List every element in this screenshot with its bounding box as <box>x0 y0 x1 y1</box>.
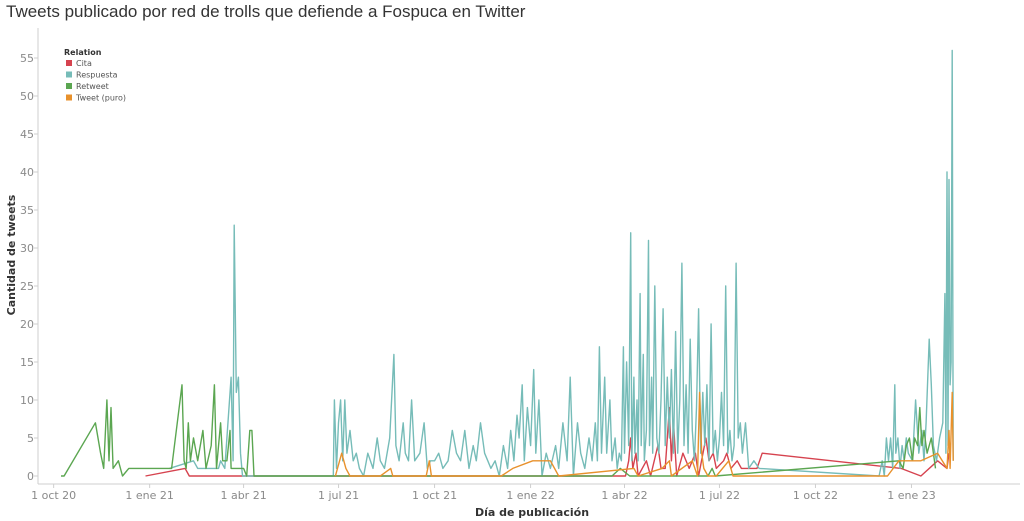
x-tick-label: 1 jul 21 <box>318 489 359 502</box>
legend-swatch <box>66 60 72 66</box>
x-axis-ticks: 1 oct 20 1 ene 21 1 abr 21 1 jul 21 1 oct 21… <box>31 484 936 502</box>
legend: Relation Cita Respuesta Retweet Tweet (puro) <box>64 48 126 103</box>
series-line-retweet <box>61 384 937 477</box>
x-tick-label: 1 ene 23 <box>887 489 936 502</box>
series-line-respuesta <box>169 49 954 477</box>
series-line-tweet-puro <box>334 391 954 477</box>
x-tick-label: 1 oct 20 <box>31 489 76 502</box>
axes <box>37 28 1020 485</box>
y-tick-label: 5 <box>27 432 34 445</box>
legend-title: Relation <box>64 48 102 57</box>
y-tick-label: 25 <box>20 280 34 293</box>
y-tick-label: 15 <box>20 356 34 369</box>
y-tick-label: 40 <box>20 166 34 179</box>
legend-label: Respuesta <box>76 71 118 80</box>
series-lines <box>61 49 954 477</box>
y-tick-label: 30 <box>20 242 34 255</box>
y-tick-label: 45 <box>20 128 34 141</box>
x-tick-label: 1 ene 21 <box>125 489 174 502</box>
x-tick-label: 1 jul 22 <box>699 489 740 502</box>
x-axis-title: Día de publicación <box>475 506 589 519</box>
y-tick-label: 10 <box>20 394 34 407</box>
x-tick-label: 1 abr 22 <box>601 489 647 502</box>
legend-swatch <box>66 83 72 89</box>
chart-title: Tweets publicado por red de trolls que d… <box>6 2 526 21</box>
legend-label: Tweet (puro) <box>75 94 126 103</box>
legend-swatch <box>66 71 72 78</box>
legend-label: Cita <box>76 59 92 68</box>
y-axis-title: Cantidad de tweets <box>5 194 18 315</box>
y-axis-ticks: 0 5 10 15 20 25 30 35 40 45 50 55 <box>20 52 38 483</box>
y-tick-label: 35 <box>20 204 34 217</box>
x-tick-label: 1 oct 21 <box>412 489 457 502</box>
x-tick-label: 1 ene 22 <box>506 489 555 502</box>
legend-label: Retweet <box>76 82 109 91</box>
x-tick-label: 1 oct 22 <box>793 489 838 502</box>
y-tick-label: 55 <box>20 52 34 65</box>
y-tick-label: 20 <box>20 318 34 331</box>
y-tick-label: 50 <box>20 90 34 103</box>
legend-swatch <box>66 94 72 101</box>
y-tick-label: 0 <box>27 470 34 483</box>
series-line-cita <box>145 406 950 477</box>
x-tick-label: 1 abr 21 <box>220 489 266 502</box>
